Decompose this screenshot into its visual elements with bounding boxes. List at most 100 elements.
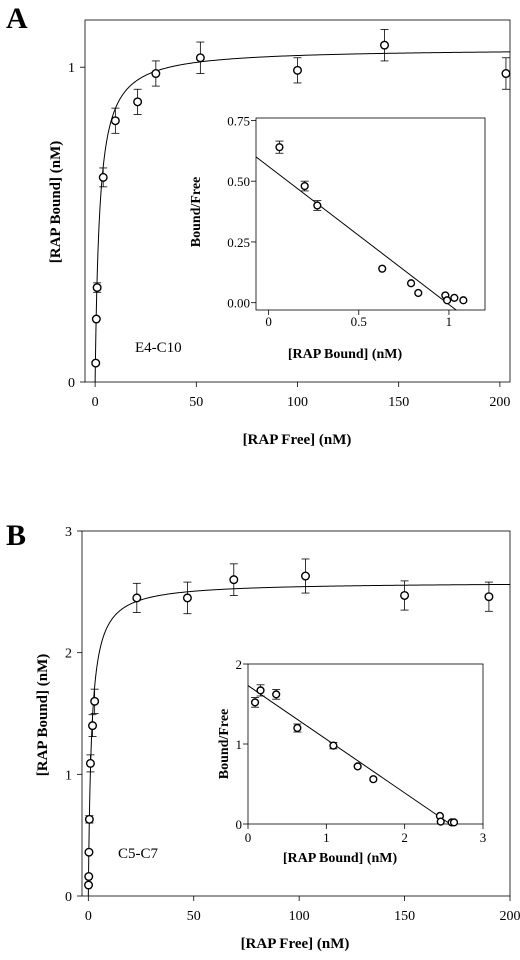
panel-b-inset-x-tick-label: 3 — [480, 830, 487, 845]
panel-b-data-point — [484, 592, 494, 602]
panel-a-x-tick-label: 50 — [189, 395, 203, 410]
panel-b-inset-data-point — [329, 741, 338, 750]
panel-b-x-tick-label: 0 — [85, 909, 92, 924]
panel-b-x-tick-label: 150 — [394, 909, 415, 924]
panel-a-inset-y-tick-label: 0.00 — [227, 296, 250, 311]
panel-a-annotation: E4-C10 — [135, 340, 182, 356]
panel-b-x-tick-label: 200 — [500, 909, 520, 924]
panel-a-data-point — [380, 40, 390, 50]
panel-a-inset-x-tick-label: 0.5 — [351, 314, 367, 329]
panel-b-inset-points — [250, 684, 459, 827]
panel-a-inset-x-tick-label: 1 — [446, 314, 453, 329]
panel-a-x-tick-label: 150 — [388, 395, 409, 410]
panel-b-frame — [81, 530, 511, 897]
panel-a-inset-data-point — [313, 201, 322, 210]
panel-a-x-tick-label: 200 — [489, 395, 510, 410]
panel-b-fit-curve — [87, 583, 511, 896]
panel-b-x-tick-label: 50 — [187, 909, 201, 924]
panel-a-inset-y-tick-label: 0.50 — [227, 174, 250, 189]
panel-b-inset-data-point — [293, 723, 302, 733]
panel-a-data-point — [151, 69, 161, 79]
panel-a-data-point — [293, 65, 303, 75]
panel-b-inset-x-label: [RAP Bound] (nM) — [283, 851, 398, 866]
panel-b-data-point — [84, 814, 94, 824]
panel-b-data-point — [132, 593, 142, 603]
panel-a-inset-data-point — [406, 279, 416, 288]
panel-a-letter: A — [6, 2, 28, 35]
panel-b-x-tick-label: 100 — [289, 909, 310, 924]
panel-b-inset-regression-line — [247, 685, 451, 825]
panel-b-x-ticks: 0 50 100 150 200 — [85, 896, 520, 924]
panel-a-inset-data-point — [300, 181, 309, 191]
panel-b-inset-data-point — [353, 762, 362, 771]
panel-a-data-point — [92, 283, 102, 293]
panel-b-letter: B — [6, 519, 26, 552]
panel-b-data-point — [182, 593, 192, 603]
panel-a-points — [91, 29, 511, 368]
panel-a-inset-frame — [255, 117, 486, 311]
panel-a-x-label: [RAP Free] (nM) — [243, 432, 352, 448]
panel-b-inset-x-tick-label: 2 — [401, 830, 408, 845]
panel-b-inset-data-point — [272, 690, 281, 699]
panel-a-x-tick-label: 100 — [287, 395, 308, 410]
panel-a-x-tick-label: 0 — [92, 395, 99, 410]
panel-a-inset-y-tick-label: 0.25 — [227, 235, 250, 250]
panel-a-inset-data-point — [275, 143, 284, 152]
panel-a-inset-y-tick-label: 0.75 — [227, 113, 250, 128]
panel-b-inset-data-point — [369, 775, 378, 784]
panel-a-y-tick-label: 1 — [68, 61, 75, 76]
panel-b-data-point — [400, 590, 410, 600]
panel-a-data-point — [501, 69, 511, 79]
panel-a-fit-curve — [94, 51, 511, 382]
panel-a-data-point — [195, 53, 205, 63]
panel-a-inset-data-point — [450, 293, 459, 302]
panel-b-inset-data-point — [250, 698, 260, 707]
panel-a-data-point — [110, 116, 120, 126]
panel-b-y-ticks: 0 1 2 3 — [65, 525, 82, 905]
panel-b-inset-data-point — [436, 817, 445, 826]
panel-b-inset-data-point — [256, 686, 265, 695]
panel-a-inset-y-label: Bound/Free — [189, 177, 204, 248]
panel-b-data-point — [84, 847, 94, 857]
panel-a-inset-x-label: [RAP Bound] (nM) — [288, 347, 403, 362]
panel-a-data-point — [98, 172, 108, 182]
panel-a-inset-data-point — [378, 264, 387, 273]
panel-b-data-point — [84, 880, 94, 890]
panel-b-data-point — [90, 696, 100, 706]
panel-a: A 0 50 100 150 200 01 E4-C10 [RAP Free] (nM)… — [6, 2, 511, 448]
panel-a-inset-x-tick-label: 0 — [265, 314, 272, 329]
panel-a-inset: 0 0.5 1 0.000.250.500.75 [RAP Bound] (nM) … — [189, 113, 486, 362]
panel-a-data-point — [91, 314, 101, 324]
panel-b-inset: 0 1 2 3 0 1 2 [RAP Bound] (nM) Bound/Free — [217, 657, 486, 866]
panel-a-inset-points — [275, 140, 468, 305]
panel-b-annotation: C5-C7 — [118, 846, 159, 862]
panel-b-inset-frame — [247, 663, 484, 825]
panel-a-data-point — [91, 358, 101, 368]
panel-b-inset-y-tick-label: 1 — [236, 737, 243, 752]
panel-a-inset-data-point — [414, 288, 423, 298]
panel-a-inset-data-point — [443, 296, 452, 305]
panel-b-y-label: [RAP Bound] (nM) — [35, 654, 51, 777]
panel-b-inset-x-tick-label: 1 — [323, 830, 330, 845]
panel-b-y-tick-label: 2 — [65, 647, 72, 662]
panel-b-data-point — [84, 872, 94, 882]
panel-b-x-label: [RAP Free] (nM) — [241, 936, 350, 952]
panel-b-data-point — [300, 571, 310, 581]
panel-b-inset-y-label: Bound/Free — [217, 709, 232, 780]
panel-b-data-point — [229, 575, 239, 585]
panel-b-inset-y-tick-label: 2 — [236, 657, 243, 672]
panel-b-y-tick-label: 3 — [65, 525, 72, 540]
panel-a-y-ticks: 01 — [68, 61, 85, 391]
panel-b-y-tick-label: 1 — [65, 768, 72, 783]
panel-b-points — [84, 558, 494, 890]
panel-b-inset-y-ticks: 0 1 2 — [236, 657, 248, 832]
panel-b-inset-x-ticks: 0 1 2 3 — [245, 824, 487, 845]
panel-b-inset-y-tick-label: 0 — [236, 817, 243, 832]
panel-a-inset-x-ticks: 0 0.5 1 — [265, 310, 452, 329]
panel-b-inset-data-point — [449, 818, 459, 827]
panel-b: B 0 50 100 150 200 0 1 2 3 C5-C7 [RAP Free] (nM… — [6, 519, 520, 952]
panel-a-inset-y-ticks: 0.00 0.25 0.50 0.75 — [227, 113, 256, 311]
panel-a-inset-regression-line — [255, 156, 457, 311]
panel-a-y-tick-label: 0 — [68, 376, 75, 391]
